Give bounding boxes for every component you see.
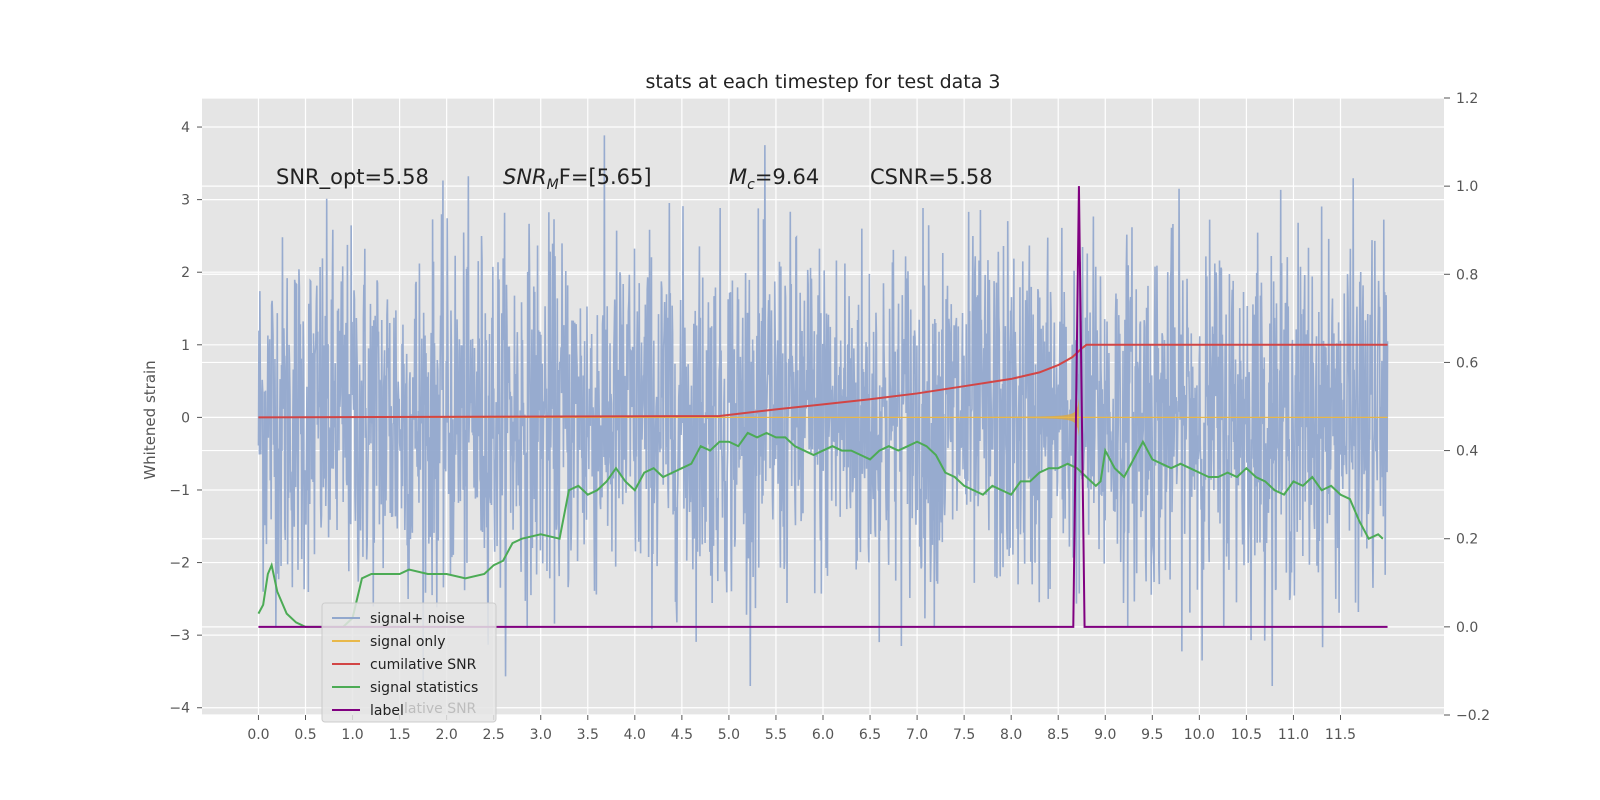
x-tick-label: 2.0 (436, 727, 458, 743)
annotation-snr-opt: SNR_opt=5.58 (276, 165, 429, 190)
y-tick-label-left: −3 (169, 628, 190, 644)
y-tick-label-right: 0.0 (1456, 620, 1478, 636)
y-axis-label: Whitened strain (141, 360, 159, 479)
chart-title: stats at each timestep for test data 3 (645, 71, 1000, 93)
y-tick-label-right: 1.0 (1456, 179, 1478, 195)
annotation-snr-mf-rest: F=[5.65] (559, 165, 652, 189)
y-tick-label-left: 3 (181, 193, 190, 209)
y-tick-label-right: 1.2 (1456, 91, 1478, 107)
y-tick-label-left: −4 (169, 701, 190, 717)
x-tick-label: 0.5 (294, 727, 316, 743)
x-tick-label: 8.5 (1047, 727, 1069, 743)
annotation-snr-mf-main: SNR (503, 165, 547, 189)
x-tick-label: 8.0 (1000, 727, 1022, 743)
y-tick-label-right: 0.2 (1456, 532, 1478, 548)
legend-label: label (370, 703, 404, 719)
x-tick-label: 1.0 (341, 727, 363, 743)
series-signal-plus-noise (257, 135, 1389, 686)
right-y-axis-ticks: 1.2 1.0 0.8 0.6 0.4 0.2 0.0 −0.2 (1444, 91, 1490, 724)
x-tick-label: 5.0 (718, 727, 740, 743)
x-tick-label: 0.0 (247, 727, 269, 743)
annotation-csnr: CSNR=5.58 (870, 165, 993, 189)
y-tick-label-right: 0.6 (1456, 355, 1478, 371)
annotation-mc-rest: =9.64 (755, 165, 819, 189)
series-lines (257, 186, 1388, 628)
legend-label: signal+ noise (370, 611, 465, 627)
x-tick-label: 10.5 (1231, 727, 1262, 743)
legend-box (321, 602, 497, 723)
x-tick-label: 7.0 (906, 727, 928, 743)
left-y-axis-ticks: 4 3 2 1 0 −1 −2 −3 −4 (169, 120, 202, 717)
legend-overlap-text: lative SNR (404, 701, 477, 717)
x-axis-ticks: 0.0 0.5 1.0 1.5 2.0 2.5 3.0 3.5 4.0 4.5 5.0 5.5 6.0 6… (247, 715, 1356, 743)
series-line-signal-statistics (257, 431, 1384, 628)
x-tick-label: 9.5 (1141, 727, 1163, 743)
y-tick-label-right: 0.8 (1456, 267, 1478, 283)
x-tick-label: 11.5 (1325, 727, 1356, 743)
x-tick-label: 9.0 (1094, 727, 1116, 743)
y-tick-label-left: 4 (181, 120, 190, 136)
legend-label: signal statistics (370, 680, 478, 696)
annotation-snr-mf: SNRMF=[5.65] (503, 165, 652, 193)
y-tick-label-left: −1 (169, 483, 190, 499)
annotation-mc-sub: c (747, 177, 755, 193)
x-tick-label: 1.5 (388, 727, 410, 743)
legend-label: cumilative SNR (370, 657, 477, 673)
x-tick-label: 4.0 (624, 727, 646, 743)
annotation-snr-mf-sub: M (547, 177, 559, 193)
x-tick-label: 6.0 (812, 727, 834, 743)
x-tick-label: 2.5 (483, 727, 505, 743)
y-tick-label-left: 2 (181, 265, 190, 281)
annotation-mc: Mc=9.64 (729, 165, 819, 193)
legend-items: signal+ noise signal only cumilative SNR si… (332, 611, 478, 719)
series-line-label (258, 186, 1388, 628)
x-tick-label: 10.0 (1184, 727, 1215, 743)
x-tick-label: 3.5 (577, 727, 599, 743)
y-tick-label-right: −0.2 (1456, 708, 1490, 724)
x-tick-label: 7.5 (953, 727, 975, 743)
legend: lative SNR signal+ noise signal only cumil… (321, 602, 497, 723)
y-tick-label-left: 1 (181, 338, 190, 354)
annotation-mc-main: M (729, 165, 747, 189)
y-tick-label-left: −2 (169, 556, 190, 572)
y-tick-label-left: 0 (181, 410, 190, 426)
y-tick-label-right: 0.4 (1456, 444, 1478, 460)
x-tick-label: 5.5 (765, 727, 787, 743)
x-tick-label: 6.5 (859, 727, 881, 743)
x-tick-label: 4.5 (671, 727, 693, 743)
x-tick-label: 3.0 (530, 727, 552, 743)
x-tick-label: 11.0 (1278, 727, 1309, 743)
noise-trace (257, 135, 1389, 686)
legend-label: signal only (370, 634, 445, 650)
